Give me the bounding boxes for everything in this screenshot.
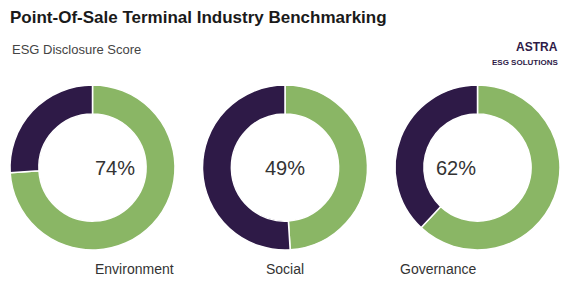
svg-text:Environment: Environment [95, 261, 174, 277]
svg-text:ESG Disclosure Score: ESG Disclosure Score [12, 42, 141, 57]
svg-text:49%: 49% [265, 157, 305, 179]
svg-text:Social: Social [266, 261, 304, 277]
svg-text:ESG SOLUTIONS: ESG SOLUTIONS [492, 58, 558, 67]
svg-text:74%: 74% [95, 157, 135, 179]
svg-text:ASTRA: ASTRA [516, 40, 558, 54]
svg-text:Point-Of-Sale Terminal Industr: Point-Of-Sale Terminal Industry Benchmar… [10, 8, 387, 27]
svg-text:Governance: Governance [400, 261, 476, 277]
svg-text:62%: 62% [436, 157, 476, 179]
